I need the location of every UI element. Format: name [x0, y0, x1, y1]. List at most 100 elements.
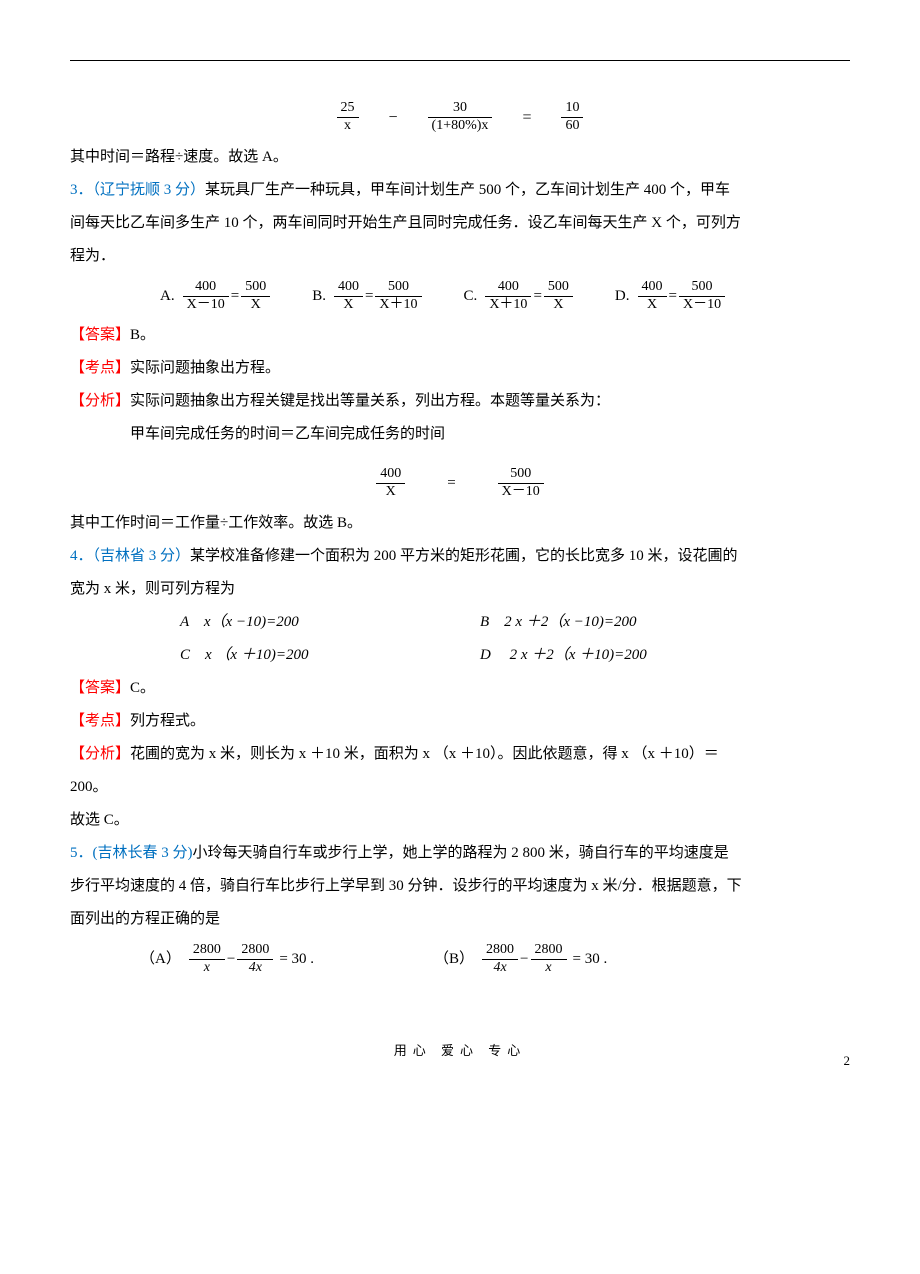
q3c-d2: X	[544, 297, 573, 314]
q4-kao-text: 列方程式。	[130, 713, 205, 729]
q3-a-label: A.	[160, 280, 175, 313]
q3d-n1: 400	[638, 279, 667, 297]
q5-tag: 5．(吉林长春 3 分)	[70, 845, 193, 861]
q5-line3: 面列出的方程正确的是	[70, 903, 850, 936]
page-number: 2	[844, 1047, 851, 1076]
q4-fenxi2: 200。	[70, 771, 850, 804]
q5a-n1: 2800	[189, 942, 225, 960]
q3a-d1: X－10	[183, 297, 229, 314]
q5b-d1: 4x	[482, 960, 518, 977]
q4-line2: 宽为 x 米，则可列方程为	[70, 573, 850, 606]
q5b-n2: 2800	[531, 942, 567, 960]
q5a-eq: = 30 .	[279, 943, 314, 976]
eq2-d1: X	[376, 484, 405, 501]
fen-label-2: 【分析】	[70, 746, 130, 762]
eq1-den1: x	[337, 118, 359, 135]
eq2-n2: 500	[498, 466, 544, 484]
q3a-n1: 400	[183, 279, 229, 297]
q5a-n2: 2800	[237, 942, 273, 960]
eq1-den2: (1+80%)x	[428, 118, 493, 135]
q3-d-label: D.	[615, 280, 630, 313]
q3a-d2: X	[241, 297, 270, 314]
q5a-minus: −	[227, 943, 235, 976]
q5-line2: 步行平均速度的 4 倍，骑自行车比步行上学早到 30 分钟．设步行的平均速度为 …	[70, 870, 850, 903]
q3-option-c: C. 400X＋10 = 500X	[464, 279, 575, 314]
q4-text2: 宽为 x 米，则可列方程为	[70, 581, 235, 597]
q5a-d2: 4x	[237, 960, 273, 977]
q3-kaodian: 【考点】实际问题抽象出方程。	[70, 352, 850, 385]
eq1-minus: −	[389, 100, 398, 135]
q5b-minus: −	[520, 943, 528, 976]
q3-option-a: A. 400X－10 = 500X	[160, 279, 272, 314]
q4-option-b: B 2 x ＋2（x −10)=200	[480, 614, 636, 630]
eq1-den3: 60	[561, 118, 583, 135]
q4-fen-text: 花圃的宽为 x 米，则长为 x ＋10 米，面积为 x （x ＋10）。因此依题…	[130, 746, 719, 762]
q3a-mid: =	[231, 280, 239, 313]
q4-line1: 4．（吉林省 3 分）某学校准备修建一个面积为 200 平方米的矩形花圃，它的长…	[70, 540, 850, 573]
eq1-num1: 25	[337, 100, 359, 118]
kao-label-2: 【考点】	[70, 713, 130, 729]
q4-answer: 【答案】C。	[70, 672, 850, 705]
q3-tag: 3．（辽宁抚顺 3 分）	[70, 182, 205, 198]
q3-line2: 间每天比乙车间多生产 10 个，两车间同时开始生产且同时完成任务．设乙车间每天生…	[70, 207, 850, 240]
q4-options-row2: C x （x ＋10)=200 D 2 x ＋2（x ＋10)=200	[70, 639, 850, 672]
eq2-eq: =	[447, 467, 455, 500]
q3c-n2: 500	[544, 279, 573, 297]
q3c-n1: 400	[485, 279, 531, 297]
q4-option-c: C x （x ＋10)=200	[180, 647, 308, 663]
q4-end: 故选 C。	[70, 804, 850, 837]
q3-fenxi: 【分析】实际问题抽象出方程关键是找出等量关系，列出方程。本题等量关系为：	[70, 385, 850, 418]
fen-label-1: 【分析】	[70, 393, 130, 409]
q3-text1: 某玩具厂生产一种玩具，甲车间计划生产 500 个，乙车间计划生产 400 个，甲…	[205, 182, 730, 198]
q3-option-b: B. 400X = 500X＋10	[312, 279, 423, 314]
q3-ans-text: B。	[130, 327, 155, 343]
q3b-d1: X	[334, 297, 363, 314]
kao-label-1: 【考点】	[70, 360, 130, 376]
q3b-d2: X＋10	[375, 297, 421, 314]
top-rule	[70, 60, 850, 61]
q5-option-a: （A） 2800x − 28004x = 30 .	[140, 942, 314, 977]
q3-b-label: B.	[312, 280, 326, 313]
q3-line3: 程为．	[70, 240, 850, 273]
q5-option-b: （B） 28004x − 2800x = 30 .	[434, 942, 607, 977]
q5b-eq: = 30 .	[573, 943, 608, 976]
q3d-d2: X－10	[679, 297, 725, 314]
q3-option-d: D. 400X = 500X－10	[615, 279, 727, 314]
q5a-label: （A）	[140, 943, 181, 976]
q3-answer: 【答案】B。	[70, 319, 850, 352]
q3a-n2: 500	[241, 279, 270, 297]
q3-relation: 甲车间完成任务的时间＝乙车间完成任务的时间	[70, 418, 850, 451]
q3-end: 其中工作时间＝工作量÷工作效率。故选 B。	[70, 507, 850, 540]
q4-option-a: A x（x −10)=200	[180, 614, 299, 630]
q3b-mid: =	[365, 280, 373, 313]
q4-ans-text: C。	[130, 680, 155, 696]
q3-kao-text: 实际问题抽象出方程。	[130, 360, 280, 376]
q3d-mid: =	[669, 280, 677, 313]
eq1-num2: 30	[428, 100, 493, 118]
q3b-n1: 400	[334, 279, 363, 297]
q5-line1: 5．(吉林长春 3 分)小玲每天骑自行车或步行上学，她上学的路程为 2 800 …	[70, 837, 850, 870]
eq2-d2: X－10	[498, 484, 544, 501]
eq1-num3: 10	[561, 100, 583, 118]
eq1-eq: =	[522, 100, 531, 135]
equation-2: 400X = 500X－10	[70, 457, 850, 501]
ans-label-2: 【答案】	[70, 680, 130, 696]
q3c-mid: =	[533, 280, 541, 313]
q5b-d2: x	[531, 960, 567, 977]
q3d-d1: X	[638, 297, 667, 314]
line-conclusion-1: 其中时间＝路程÷速度。故选 A。	[70, 141, 850, 174]
q3-line1: 3．（辽宁抚顺 3 分）某玩具厂生产一种玩具，甲车间计划生产 500 个，乙车间…	[70, 174, 850, 207]
q3c-d1: X＋10	[485, 297, 531, 314]
q3-options: A. 400X－10 = 500X B. 400X = 500X＋10 C. 4…	[70, 279, 850, 314]
q5-text1: 小玲每天骑自行车或步行上学，她上学的路程为 2 800 米，骑自行车的平均速度是	[193, 845, 729, 861]
q4-fenxi: 【分析】花圃的宽为 x 米，则长为 x ＋10 米，面积为 x （x ＋10）。…	[70, 738, 850, 771]
q3-fen-text: 实际问题抽象出方程关键是找出等量关系，列出方程。本题等量关系为：	[130, 393, 610, 409]
ans-label-1: 【答案】	[70, 327, 130, 343]
q4-text1: 某学校准备修建一个面积为 200 平方米的矩形花圃，它的长比宽多 10 米，设花…	[190, 548, 738, 564]
q5-options: （A） 2800x − 28004x = 30 . （B） 28004x − 2…	[70, 942, 850, 977]
q4-kaodian: 【考点】列方程式。	[70, 705, 850, 738]
q4-option-d: D 2 x ＋2（x ＋10)=200	[480, 647, 647, 663]
q3-c-label: C.	[464, 280, 478, 313]
eq2-n1: 400	[376, 466, 405, 484]
q4-tag: 4．（吉林省 3 分）	[70, 548, 190, 564]
